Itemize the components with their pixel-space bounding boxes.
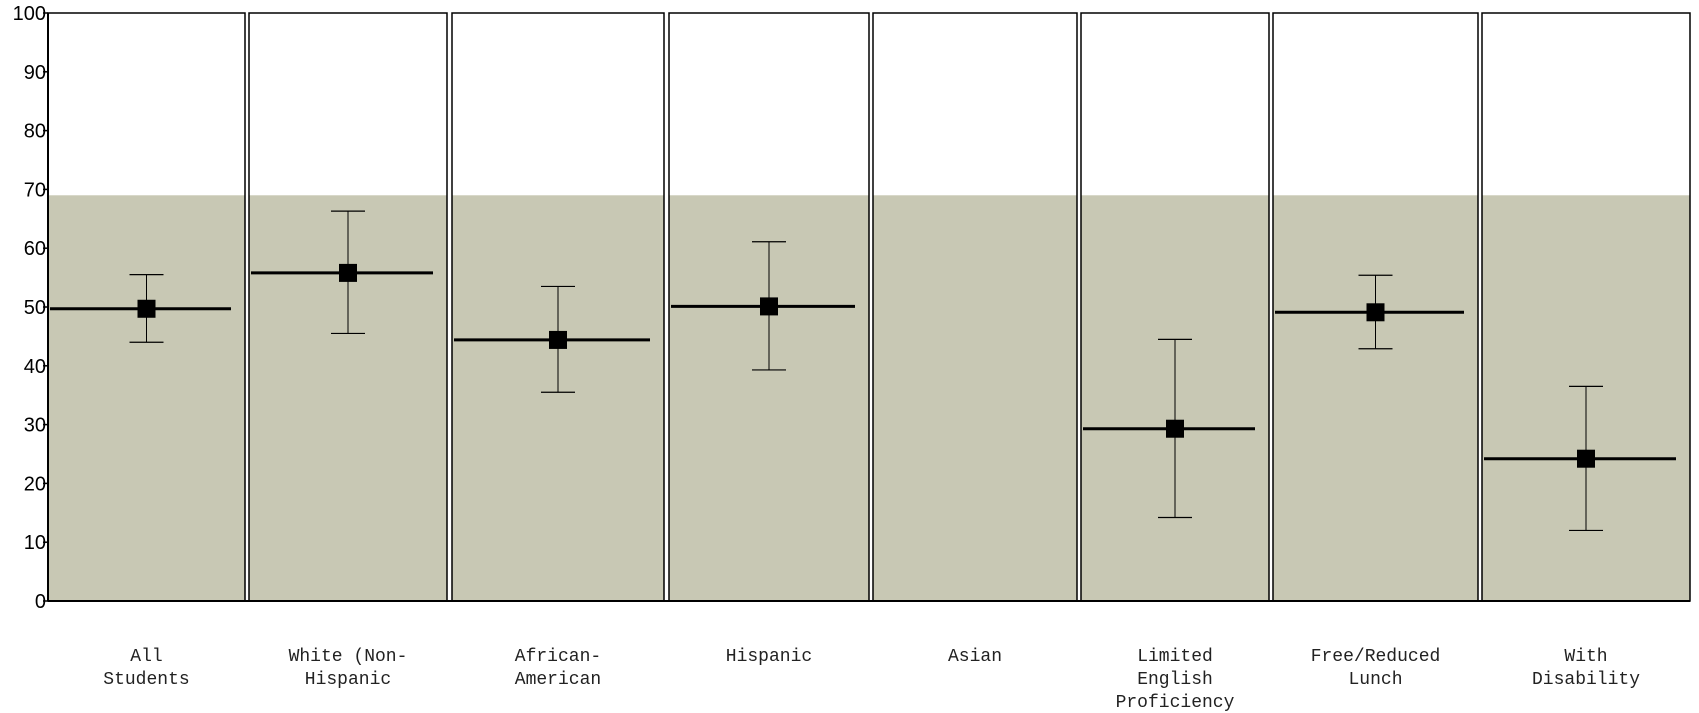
y-tick-label: 40 xyxy=(24,356,46,378)
y-tick-label: 80 xyxy=(24,121,46,143)
category-label: Hispanic xyxy=(305,670,391,690)
y-tick-label: 60 xyxy=(24,238,46,260)
category-label: African- xyxy=(515,647,601,667)
y-tick-label: 10 xyxy=(24,532,46,554)
data-point xyxy=(1366,303,1385,322)
band-rect xyxy=(48,195,245,601)
category-labels: All Students White (Non- Hispanic African- Am… xyxy=(103,647,1640,713)
category-panels xyxy=(47,12,1691,602)
category-label: White (Non- xyxy=(289,647,408,667)
y-tick-label: 70 xyxy=(24,179,46,201)
data-marks xyxy=(50,210,1676,532)
category-label: American xyxy=(515,670,601,690)
category-label: Free/Reduced xyxy=(1311,647,1441,667)
category-label: Disability xyxy=(1532,670,1640,690)
data-point xyxy=(549,330,567,349)
category-label: Proficiency xyxy=(1116,693,1235,713)
data-point xyxy=(760,297,778,316)
data-point xyxy=(1577,449,1595,468)
category-label: Lunch xyxy=(1348,670,1402,690)
category-label: With xyxy=(1564,647,1607,667)
y-tick-label: 0 xyxy=(35,591,46,613)
data-point xyxy=(1166,419,1184,438)
band-rect xyxy=(1273,195,1478,601)
band-rect xyxy=(452,195,664,601)
y-tick-label: 100 xyxy=(13,3,46,25)
y-axis: 0 10 20 30 40 50 60 70 80 90 100 xyxy=(13,3,1690,613)
category-label: Asian xyxy=(948,647,1002,667)
y-tick-label: 30 xyxy=(24,415,46,437)
y-tick-label: 50 xyxy=(24,297,46,319)
category-label: Limited xyxy=(1137,647,1213,667)
y-tick-label: 20 xyxy=(24,473,46,495)
data-point xyxy=(137,299,156,318)
category-label: Hispanic xyxy=(726,647,812,667)
band-rect xyxy=(873,195,1077,601)
category-label: Students xyxy=(103,670,189,690)
category-label: All xyxy=(130,647,162,667)
y-tick-label: 90 xyxy=(24,62,46,84)
category-label: English xyxy=(1137,670,1213,690)
data-point xyxy=(339,263,357,282)
